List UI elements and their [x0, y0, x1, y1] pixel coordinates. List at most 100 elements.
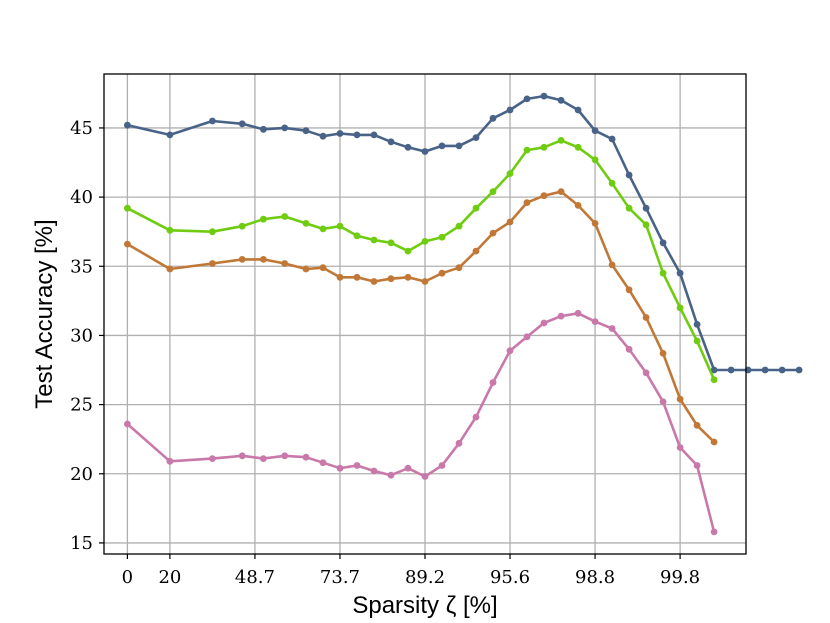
data-point — [625, 345, 633, 353]
data-point — [302, 265, 310, 273]
data-point — [489, 229, 497, 237]
data-point — [124, 240, 131, 248]
data-point — [540, 192, 548, 200]
data-point — [238, 120, 246, 128]
data-point — [523, 199, 531, 207]
data-point — [693, 337, 701, 345]
data-point — [472, 204, 480, 212]
data-point — [506, 170, 514, 178]
data-point — [438, 269, 446, 277]
data-point — [260, 455, 267, 462]
series-group — [124, 92, 803, 536]
data-point — [642, 314, 650, 321]
data-point — [472, 413, 480, 421]
data-point — [260, 256, 267, 263]
data-point — [642, 204, 650, 212]
data-point — [370, 236, 378, 244]
y-tick-label: 35 — [70, 256, 93, 277]
data-point — [302, 453, 310, 461]
y-axis-ticks: 15 20 25 30 35 40 45 — [70, 118, 104, 554]
data-point — [540, 319, 548, 327]
data-point — [404, 464, 412, 472]
data-point — [489, 114, 497, 122]
data-point — [727, 366, 735, 374]
data-point — [319, 264, 327, 272]
data-point — [387, 138, 395, 146]
data-point — [336, 222, 344, 230]
series-line — [127, 94, 800, 372]
data-point — [676, 444, 684, 451]
y-tick-label: 30 — [70, 325, 93, 346]
data-point — [336, 130, 344, 137]
data-point — [387, 275, 395, 283]
data-point — [472, 247, 480, 255]
data-point — [591, 220, 599, 227]
data-point — [336, 464, 344, 472]
data-point — [336, 273, 344, 281]
x-tick-label: 73.7 — [320, 567, 360, 588]
data-point — [455, 222, 463, 230]
y-axis-label: Test Accuracy [%] — [31, 219, 58, 408]
x-tick-label: 20 — [158, 567, 181, 588]
data-point — [608, 325, 616, 332]
data-point — [608, 261, 616, 269]
data-point — [353, 273, 361, 281]
x-tick-label: 0 — [122, 567, 133, 588]
data-point — [209, 455, 216, 462]
data-point — [506, 218, 514, 226]
data-point — [506, 106, 514, 114]
data-point — [676, 395, 684, 403]
data-point — [238, 256, 246, 263]
data-point — [281, 213, 289, 220]
y-tick-label: 45 — [70, 118, 93, 139]
data-point — [166, 265, 174, 273]
data-point — [642, 369, 650, 377]
data-point — [540, 92, 548, 100]
data-point — [353, 131, 361, 139]
data-point — [574, 202, 582, 209]
data-point — [625, 286, 633, 294]
data-point — [238, 222, 246, 230]
data-point — [421, 238, 429, 245]
data-point — [421, 148, 429, 155]
data-point — [421, 278, 429, 285]
data-point — [523, 146, 531, 154]
data-point — [209, 228, 216, 236]
y-tick-label: 25 — [70, 395, 93, 416]
data-point — [438, 142, 446, 150]
data-point — [421, 473, 429, 480]
data-point — [693, 422, 701, 429]
x-tick-label: 99.8 — [660, 567, 700, 588]
data-point — [642, 221, 650, 229]
data-point — [710, 366, 718, 374]
data-point — [574, 309, 582, 317]
data-point — [608, 135, 616, 143]
data-point — [591, 156, 599, 164]
data-point — [353, 462, 361, 469]
data-point — [574, 106, 582, 114]
x-tick-label: 48.7 — [235, 567, 275, 588]
data-point — [387, 471, 395, 479]
data-point — [557, 312, 565, 320]
data-point — [676, 269, 684, 277]
data-point — [778, 366, 786, 374]
gridlines — [104, 74, 746, 554]
data-point — [591, 318, 599, 325]
x-axis-label: Sparsity ζ [%] — [352, 592, 497, 619]
x-tick-label: 89.2 — [405, 567, 445, 588]
data-point — [625, 171, 633, 179]
data-point — [281, 124, 289, 132]
data-point — [238, 452, 246, 460]
data-point — [659, 398, 667, 406]
data-point — [659, 269, 667, 277]
data-point — [795, 366, 803, 374]
data-point — [166, 457, 174, 465]
data-point — [281, 260, 289, 267]
data-point — [659, 239, 667, 247]
data-point — [124, 420, 131, 428]
series-line — [126, 311, 716, 533]
data-point — [540, 143, 548, 151]
data-point — [523, 95, 531, 103]
data-point — [260, 125, 267, 133]
